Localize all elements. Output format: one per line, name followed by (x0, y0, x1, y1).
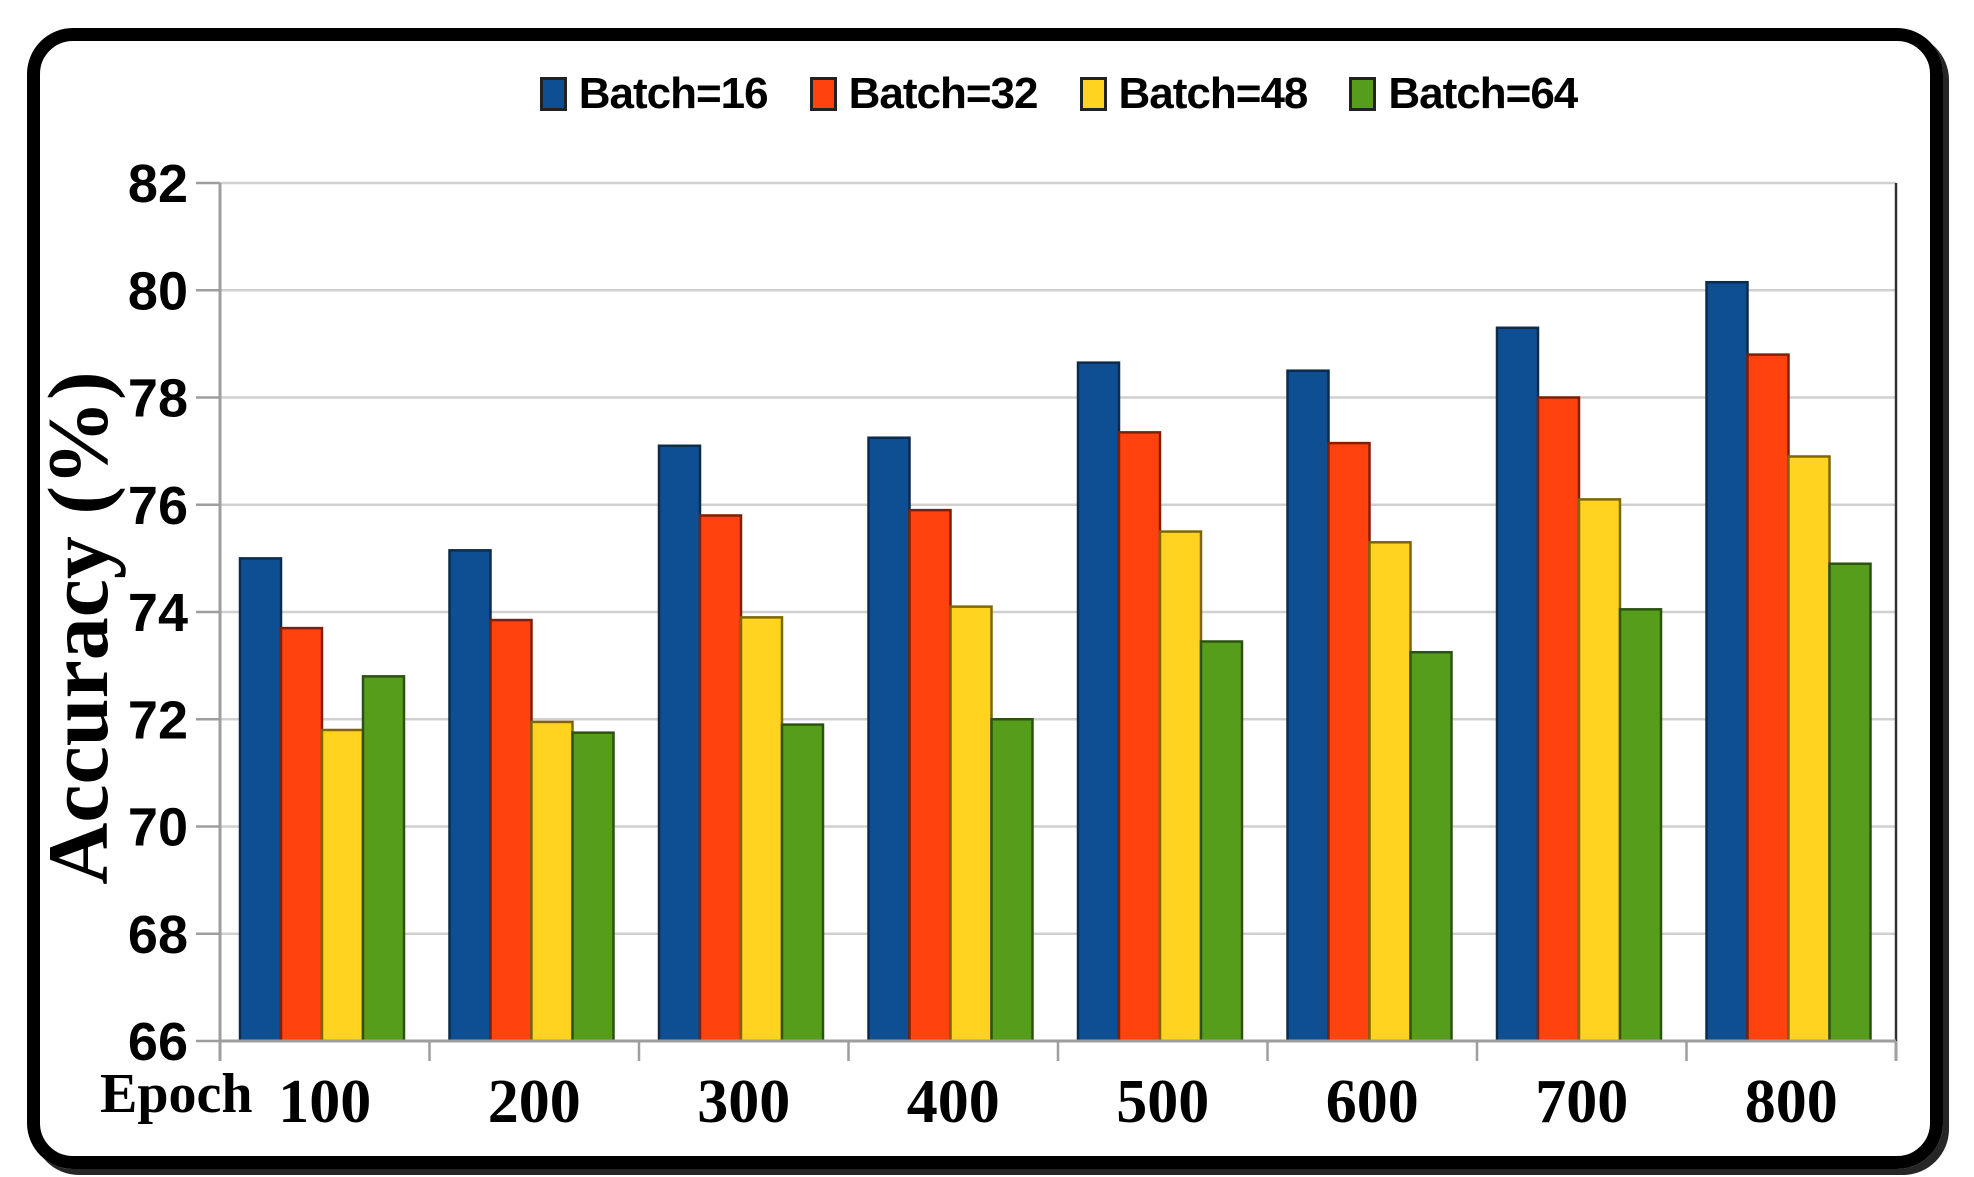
y-tick-label-76: 76 (128, 476, 188, 536)
bar-batch-16-300 (657, 444, 702, 1043)
bar-batch-16-400 (867, 436, 911, 1043)
bar-batch-32-600 (1327, 441, 1371, 1043)
legend-item-batch-16: Batch=16 (539, 69, 769, 119)
legend-label-batch-48: Batch=48 (1118, 69, 1309, 118)
x-tick-label-300: 300 (697, 1068, 790, 1136)
bar-batch-64-400 (990, 718, 1034, 1043)
y-tick-label-66: 66 (128, 1012, 188, 1072)
x-tick-label-600: 600 (1326, 1068, 1419, 1136)
y-tick-label-72: 72 (128, 690, 188, 750)
bar-batch-48-500 (1158, 530, 1203, 1043)
legend-swatch-batch-16 (539, 77, 567, 111)
y-tick-label-74: 74 (128, 583, 188, 643)
x-tick-label-400: 400 (907, 1068, 1000, 1136)
x-tick-label-200: 200 (488, 1068, 581, 1136)
legend-item-batch-64: Batch=64 (1349, 69, 1578, 119)
bar-batch-48-800 (1787, 455, 1831, 1043)
bar-batch-16-200 (448, 549, 492, 1043)
bar-batch-32-400 (908, 508, 952, 1043)
y-tick-label-80: 80 (128, 261, 188, 321)
bar-batch-32-300 (698, 514, 743, 1043)
bar-batch-48-400 (949, 605, 993, 1043)
x-tick-label-800: 800 (1745, 1068, 1838, 1136)
bar-batch-32-100 (279, 626, 324, 1043)
bar-batch-32-500 (1117, 431, 1162, 1043)
bar-batch-16-100 (238, 557, 283, 1043)
y-tick-label-82: 82 (128, 154, 188, 214)
bar-batch-32-800 (1746, 353, 1790, 1043)
bar-batch-48-200 (530, 720, 574, 1043)
bar-batch-48-700 (1577, 498, 1622, 1043)
x-tick-label-700: 700 (1535, 1068, 1628, 1136)
bar-batch-64-100 (361, 675, 406, 1043)
bar-batch-48-300 (739, 616, 784, 1043)
bar-batch-48-600 (1368, 541, 1412, 1043)
y-tick-label-78: 78 (128, 369, 188, 429)
y-tick-label-70: 70 (128, 798, 188, 858)
legend: Batch=16 Batch=32 Batch=48 Batch=64 (220, 60, 1897, 128)
legend-swatch-batch-64 (1349, 77, 1377, 111)
bar-batch-32-700 (1536, 396, 1581, 1043)
legend-swatch-batch-48 (1079, 77, 1107, 111)
bar-batch-16-700 (1495, 326, 1540, 1043)
y-tick-label-68: 68 (128, 905, 188, 965)
bar-batch-64-300 (780, 723, 825, 1043)
bar-batch-64-200 (571, 731, 615, 1043)
bar-batch-16-600 (1286, 369, 1330, 1043)
x-tick-label-500: 500 (1116, 1068, 1209, 1136)
legend-item-batch-48: Batch=48 (1079, 69, 1309, 119)
bar-batch-64-500 (1199, 640, 1244, 1043)
bar-batch-48-100 (320, 728, 365, 1043)
bar-batch-32-200 (489, 618, 533, 1043)
legend-swatch-batch-32 (809, 77, 837, 111)
legend-label-batch-16: Batch=16 (578, 69, 769, 118)
legend-label-batch-64: Batch=64 (1388, 69, 1578, 118)
bar-batch-16-800 (1705, 280, 1749, 1043)
x-tick-label-100: 100 (278, 1068, 371, 1136)
bar-batch-16-500 (1076, 361, 1121, 1043)
legend-label-batch-32: Batch=32 (848, 69, 1039, 118)
x-axis-title: Epoch (100, 1063, 253, 1125)
y-axis-title: Accuracy (%) (30, 371, 126, 885)
legend-item-batch-32: Batch=32 (809, 69, 1039, 119)
bar-batch-64-600 (1409, 650, 1453, 1043)
bar-batch-64-800 (1828, 562, 1872, 1043)
bar-batch-64-700 (1618, 608, 1663, 1043)
